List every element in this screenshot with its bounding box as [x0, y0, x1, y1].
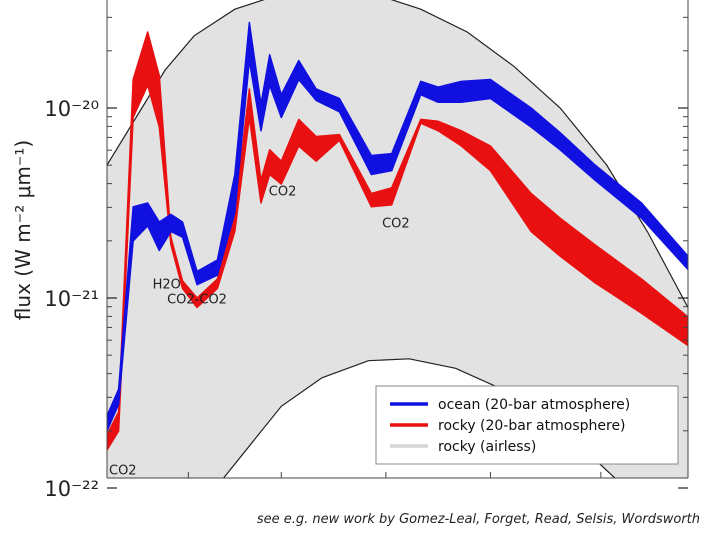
legend-label-1: rocky (20-bar atmosphere) [438, 418, 626, 434]
y-tick-label-2: 10⁻²² [44, 477, 99, 501]
y-axis-label: flux (W m⁻² μm⁻¹) [11, 140, 35, 320]
annotation-4: CO2 [382, 217, 410, 232]
axes: 10⁻²⁰ 10⁻²¹ 10⁻²² flux (W m⁻² μm⁻¹) [11, 0, 689, 501]
annotation-3: CO2 [269, 184, 297, 199]
annotation-0: CO2 [109, 464, 137, 479]
annotation-2: CO2-CO2 [167, 293, 227, 308]
series-band-ocean [107, 21, 688, 432]
legend: ocean (20-bar atmosphere) rocky (20-bar a… [375, 385, 679, 465]
legend-label-2: rocky (airless) [438, 439, 536, 455]
annotation-1: H2O [153, 278, 181, 293]
y-tick-label-1: 10⁻²¹ [44, 287, 99, 311]
series-band-rocky [107, 31, 688, 451]
caption-text: see e.g. new work by Gomez-Leal, Forget,… [256, 512, 700, 527]
y-tick-label-0: 10⁻²⁰ [44, 97, 99, 121]
legend-label-0: ocean (20-bar atmosphere) [438, 397, 630, 413]
airless-upper-curve [107, 0, 688, 308]
